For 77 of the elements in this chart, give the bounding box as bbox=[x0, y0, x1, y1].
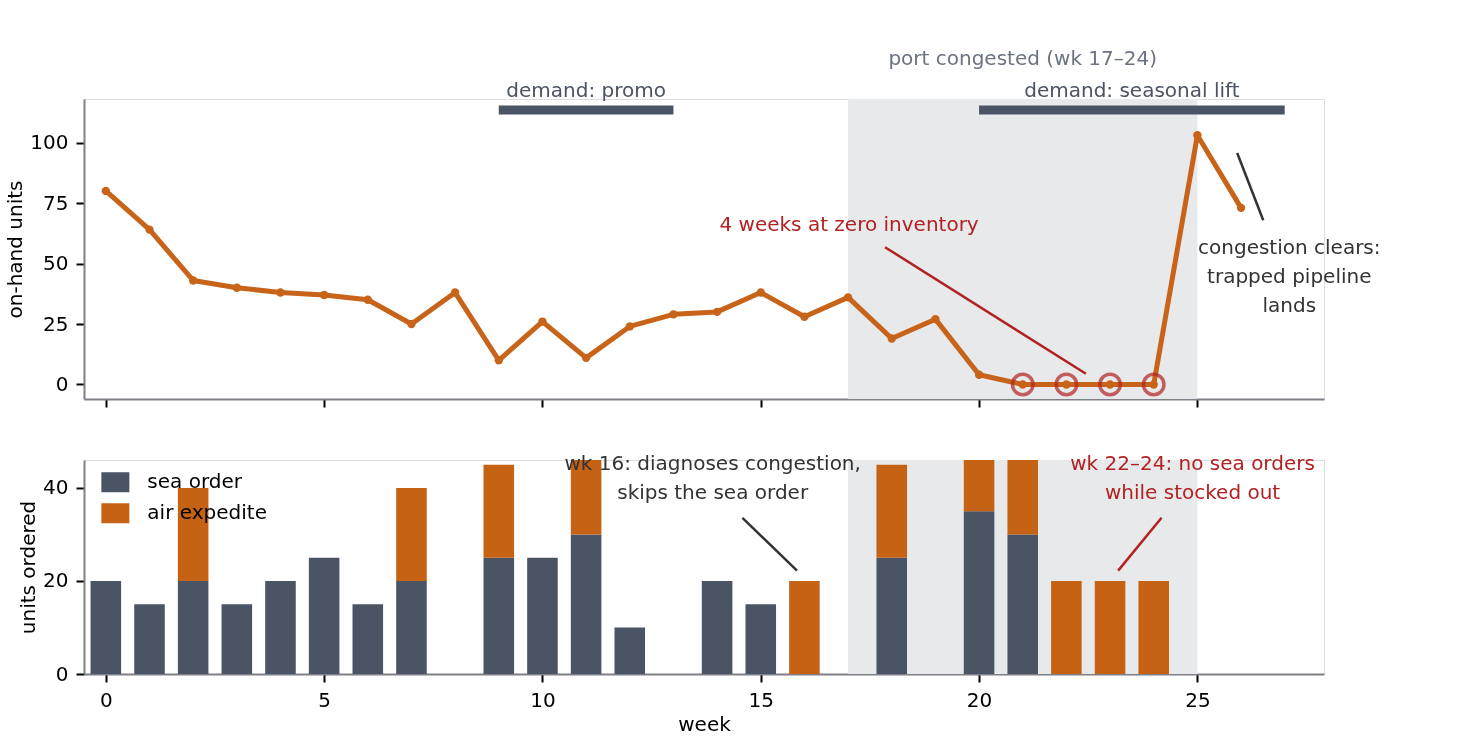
x-tick-label: 15 bbox=[748, 687, 774, 712]
y-tick-label: 100 bbox=[30, 130, 69, 155]
point bbox=[101, 186, 111, 196]
series-label: demand: promo bbox=[506, 77, 666, 102]
bar bbox=[483, 464, 515, 558]
bar bbox=[789, 580, 820, 674]
bar bbox=[570, 534, 602, 674]
point bbox=[188, 276, 198, 285]
point bbox=[756, 288, 765, 297]
y-tick-label: 0 bbox=[55, 371, 69, 396]
point bbox=[232, 283, 241, 292]
point bbox=[931, 314, 940, 324]
point bbox=[843, 293, 853, 302]
legend-label: sea order bbox=[147, 469, 243, 494]
point bbox=[407, 319, 416, 329]
bar bbox=[963, 511, 995, 674]
point bbox=[363, 295, 372, 304]
point bbox=[974, 370, 984, 379]
point bbox=[1010, 372, 1035, 397]
bar bbox=[308, 557, 340, 674]
bar bbox=[483, 557, 515, 674]
point bbox=[1141, 372, 1166, 397]
x-axis-title: week bbox=[678, 711, 732, 736]
point bbox=[1193, 131, 1202, 140]
point bbox=[800, 312, 809, 321]
point bbox=[450, 288, 460, 297]
point bbox=[669, 310, 678, 319]
bar bbox=[352, 604, 384, 674]
bar bbox=[1007, 460, 1039, 535]
bar bbox=[396, 580, 427, 674]
point bbox=[581, 353, 591, 363]
y-tick-label: 0 bbox=[55, 661, 69, 686]
point bbox=[887, 334, 896, 343]
y-tick-label: 20 bbox=[43, 568, 69, 593]
bar bbox=[876, 464, 908, 558]
y-axis-title: on-hand units bbox=[3, 180, 28, 319]
bar bbox=[221, 604, 253, 674]
bar bbox=[745, 604, 777, 674]
series-label: demand: seasonal lift bbox=[1024, 77, 1240, 102]
point bbox=[538, 317, 547, 326]
point bbox=[625, 322, 634, 331]
point bbox=[276, 288, 285, 297]
point bbox=[712, 307, 722, 317]
y-tick-label: 40 bbox=[43, 475, 69, 500]
bar bbox=[1094, 580, 1126, 674]
point bbox=[319, 290, 329, 300]
bar bbox=[527, 557, 558, 674]
point bbox=[1098, 372, 1123, 397]
bar bbox=[963, 460, 995, 512]
x-tick-label: 20 bbox=[966, 687, 993, 712]
point bbox=[145, 225, 154, 234]
bar bbox=[265, 580, 296, 674]
x-tick-label: 0 bbox=[99, 687, 113, 712]
bar bbox=[614, 627, 646, 674]
y-tick-label: 75 bbox=[43, 190, 69, 215]
bar bbox=[396, 487, 427, 581]
y-axis-title: units ordered bbox=[16, 500, 41, 635]
point bbox=[1236, 203, 1246, 213]
x-tick-label: 25 bbox=[1185, 687, 1211, 712]
point bbox=[1054, 372, 1079, 397]
annotation: wk 22–24: no sea orders while stocked out bbox=[1070, 451, 1315, 505]
point bbox=[494, 356, 503, 365]
bar bbox=[90, 580, 122, 674]
bar bbox=[1007, 534, 1039, 674]
y-tick-label: 25 bbox=[43, 311, 69, 336]
bar bbox=[1051, 580, 1082, 674]
bar bbox=[177, 580, 209, 674]
band-label: port congested (wk 17–24) bbox=[888, 46, 1158, 70]
bar bbox=[701, 580, 733, 674]
bar bbox=[876, 557, 908, 674]
bar bbox=[134, 604, 165, 674]
annotation: 4 weeks at zero inventory bbox=[719, 211, 979, 236]
x-tick-label: 5 bbox=[318, 687, 332, 712]
annotation: congestion clears: trapped pipeline lands bbox=[1198, 235, 1381, 318]
bar bbox=[1138, 580, 1169, 674]
y-tick-label: 50 bbox=[43, 251, 69, 276]
x-tick-label: 10 bbox=[530, 687, 556, 712]
